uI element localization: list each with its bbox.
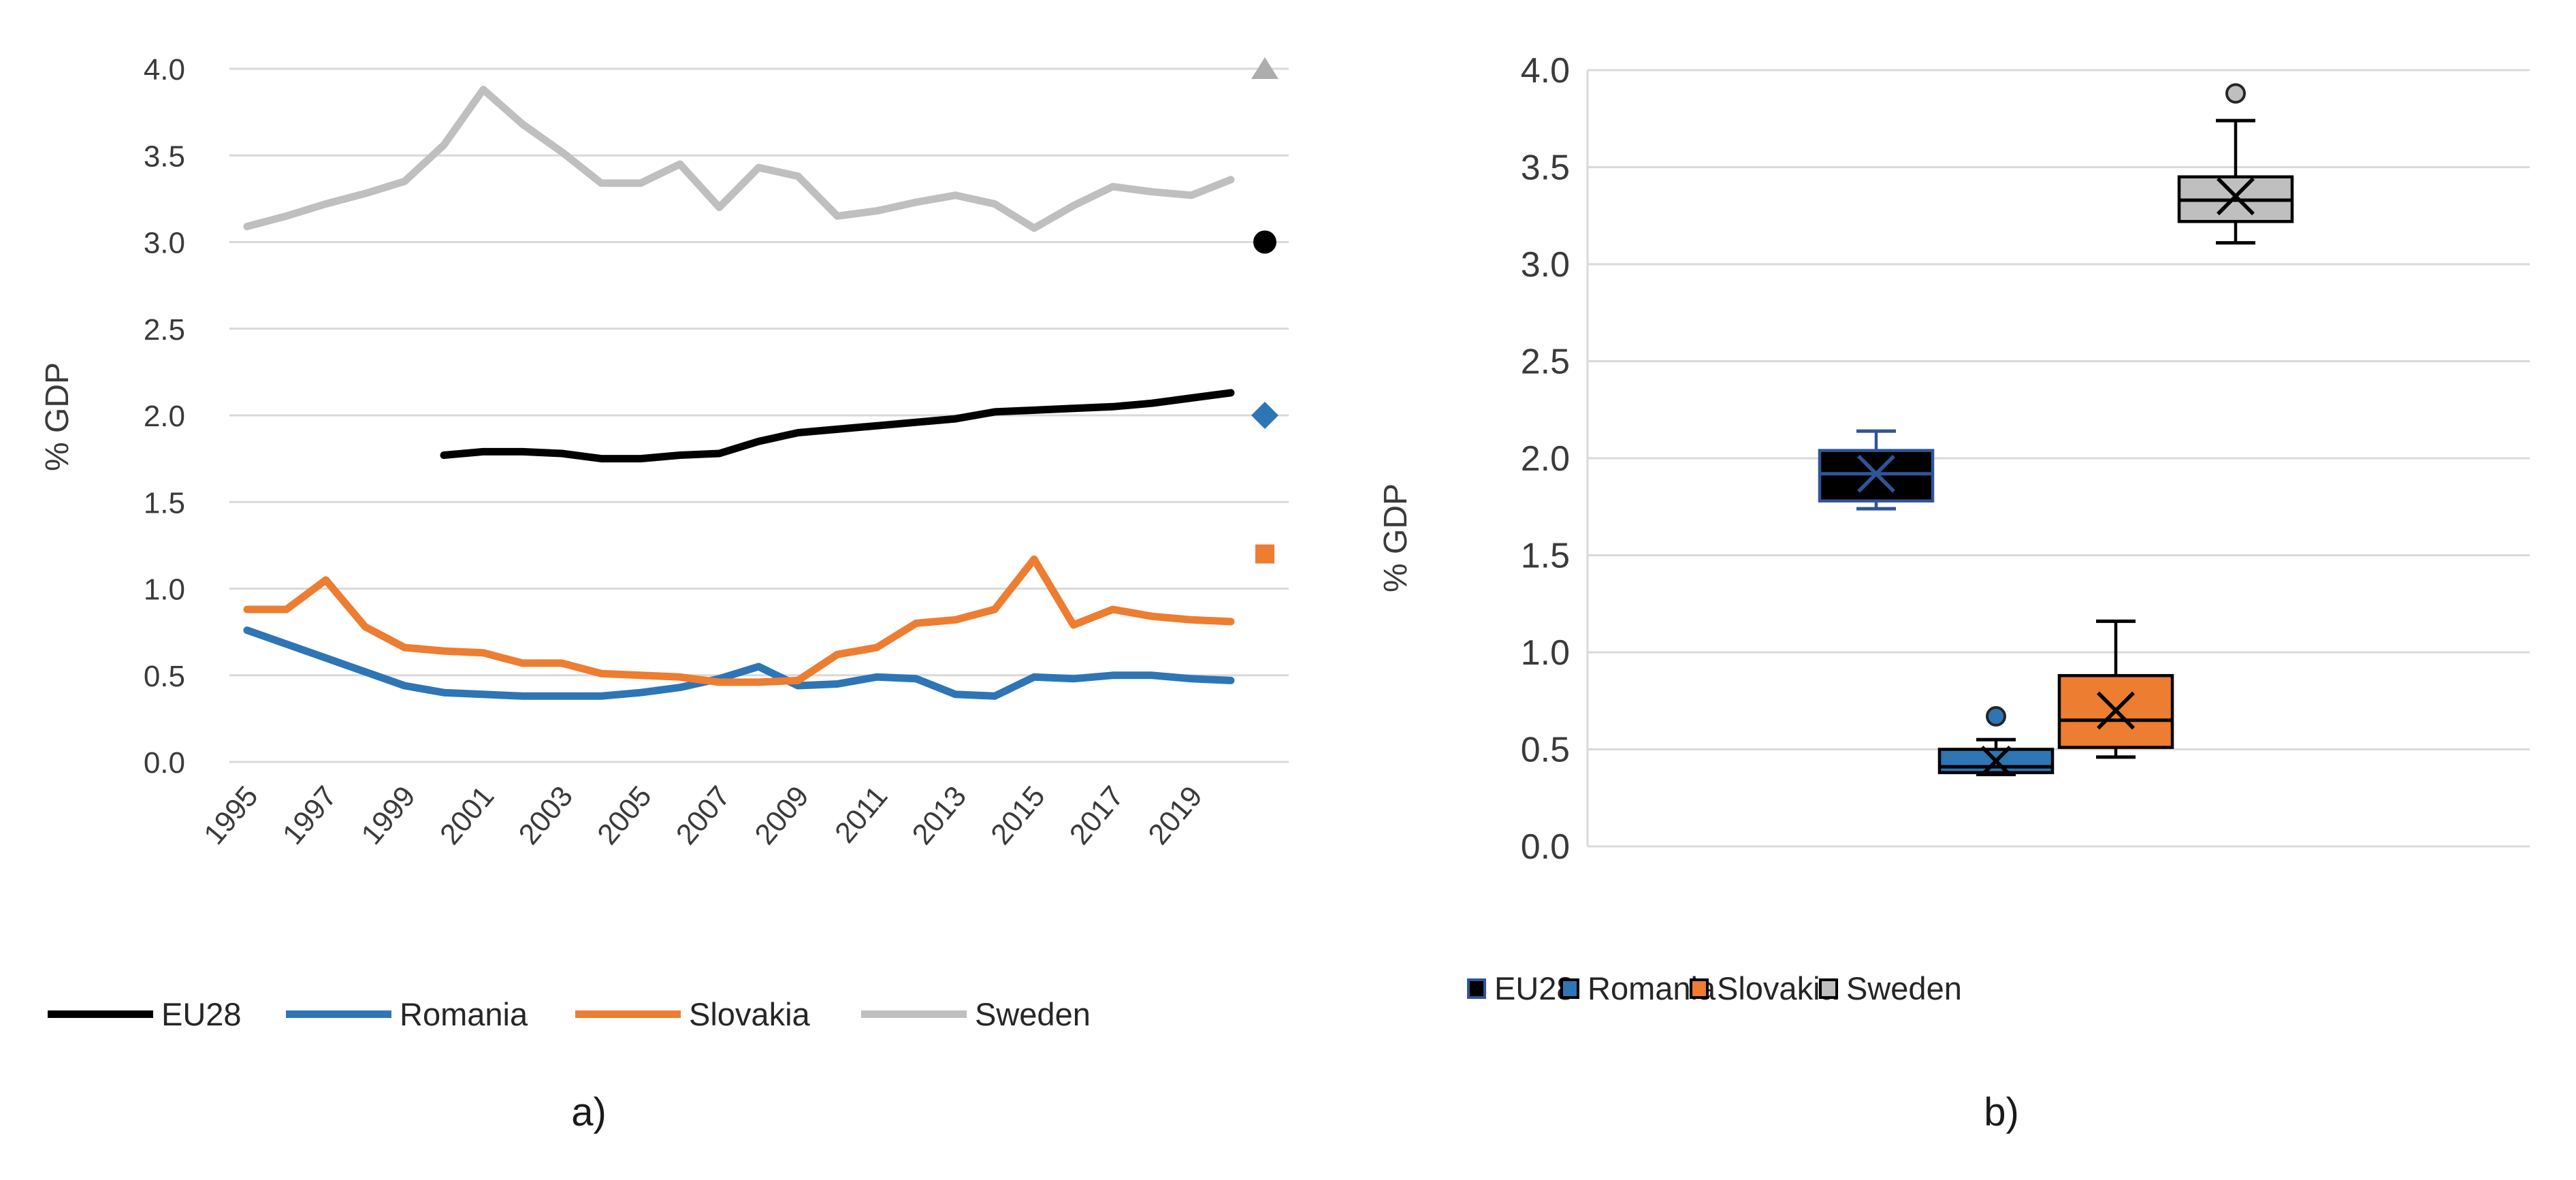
- x-axis-tick-label: 2007: [670, 780, 737, 851]
- x-axis-tick-label: 2005: [591, 780, 658, 851]
- caption-a: a): [571, 1090, 607, 1134]
- legend-box-swatch-eu28: [1467, 978, 1486, 999]
- y-axis-tick-label: 2.5: [1521, 342, 1570, 382]
- series-line-romania: [243, 626, 1235, 700]
- y-axis-tick-label: 0.0: [144, 746, 185, 780]
- x-axis-tick-label: 2009: [749, 780, 816, 851]
- y-axis-tick-label: 0.5: [144, 660, 185, 693]
- y-axis-tick-label: 1.5: [144, 486, 185, 520]
- y-axis-tick-label: 0.0: [1521, 827, 1570, 867]
- y-axis-tick-label: 3.0: [1521, 245, 1570, 285]
- box-plot-gdp-distribution: 4.0 3.5 3.0 2.5 2.0 1.5 1.0 0.5 0.0 % GDP: [1378, 51, 2530, 867]
- legend-line-swatch-slovakia: [575, 1010, 681, 1018]
- target-marker-diamond-romania: [1251, 402, 1278, 429]
- legend-line-swatch-eu28: [48, 1010, 153, 1018]
- legend-line-swatch-romania: [286, 1010, 391, 1018]
- y-axis-tick-label: 1.0: [144, 573, 185, 607]
- legend-label: Romania: [400, 996, 528, 1032]
- outlier-point-romania: [1986, 706, 2006, 727]
- legend-box-swatch-sweden: [1819, 978, 1838, 999]
- legend-label: Sweden: [975, 996, 1091, 1032]
- x-axis-tick-label: 2019: [1142, 780, 1209, 851]
- legend-item-eu28: EU28: [48, 995, 242, 1033]
- legend-box-swatch-slovakia: [1690, 978, 1709, 999]
- target-marker-triangle-sweden: [1251, 57, 1278, 79]
- outlier-point-sweden: [2225, 83, 2246, 104]
- target-marker-circle-eu28: [1253, 230, 1276, 254]
- legend-box-swatch-romania: [1560, 978, 1579, 999]
- y-axis-tick-label: 2.5: [144, 313, 185, 347]
- y-axis-tick-label: 2.0: [144, 400, 185, 433]
- y-axis-tick-label: 2.0: [1521, 439, 1570, 479]
- y-axis-tick-label: 3.5: [144, 140, 185, 173]
- legend-item-romania: Romania: [286, 995, 528, 1033]
- series-line-slovakia: [243, 555, 1235, 686]
- legend-item-sweden: Sweden: [1819, 970, 1962, 1007]
- y-axis-tick-label: 1.0: [1521, 633, 1570, 673]
- y-axis-title: % GDP: [1378, 483, 1414, 592]
- legend-label: Slovakia: [1717, 970, 1838, 1006]
- y-axis-tick-label: 3.0: [144, 227, 185, 260]
- target-marker-square-slovakia: [1255, 544, 1274, 564]
- mean-x-marker-slovakia: [2097, 691, 2135, 730]
- y-axis-tick-label: 4.0: [144, 53, 185, 86]
- y-axis-tick-label: 3.5: [1521, 148, 1570, 188]
- x-axis-tick-label: 1995: [197, 780, 264, 851]
- x-axis-tick-label: 2015: [984, 780, 1051, 851]
- legend-item-sweden: Sweden: [861, 995, 1091, 1033]
- x-axis-tick-label: 2011: [828, 780, 894, 850]
- y-axis-title: % GDP: [39, 362, 76, 471]
- mean-x-marker-eu28: [1857, 454, 1895, 493]
- series-line-sweden: [243, 86, 1235, 232]
- legend-item-slovakia: Slovakia: [1690, 970, 1838, 1007]
- line-chart-gdp-timeseries: 4.0 3.5 3.0 2.5 2.0 1.5 1.0 0.5 0.0 % GDP 1995 1997…: [39, 53, 1289, 851]
- x-axis-tick-label: 1999: [355, 780, 422, 851]
- y-axis-tick-label: 0.5: [1521, 731, 1570, 770]
- legend-label: EU28: [161, 996, 242, 1032]
- x-axis-tick-label: 1997: [276, 780, 343, 851]
- legend-item-slovakia: Slovakia: [575, 995, 810, 1033]
- caption-b: b): [1984, 1090, 2019, 1134]
- x-axis-tick-label: 2001: [434, 780, 500, 851]
- legend-item-eu28: EU28: [1467, 970, 1575, 1007]
- legend-line-swatch-sweden: [861, 1010, 967, 1018]
- y-axis-tick-label: 4.0: [1521, 51, 1570, 91]
- mean-x-marker-romania: [1980, 746, 2012, 777]
- series-line-eu28: [440, 389, 1235, 463]
- x-axis-tick-label: 2017: [1063, 780, 1130, 851]
- y-axis-tick-label: 1.5: [1521, 537, 1570, 576]
- legend-label: Sweden: [1846, 970, 1962, 1006]
- x-axis-tick-label: 2003: [513, 780, 579, 851]
- mean-x-marker-sweden: [2217, 177, 2255, 216]
- legend-label: Slovakia: [689, 996, 810, 1032]
- x-axis-tick-label: 2013: [906, 780, 973, 851]
